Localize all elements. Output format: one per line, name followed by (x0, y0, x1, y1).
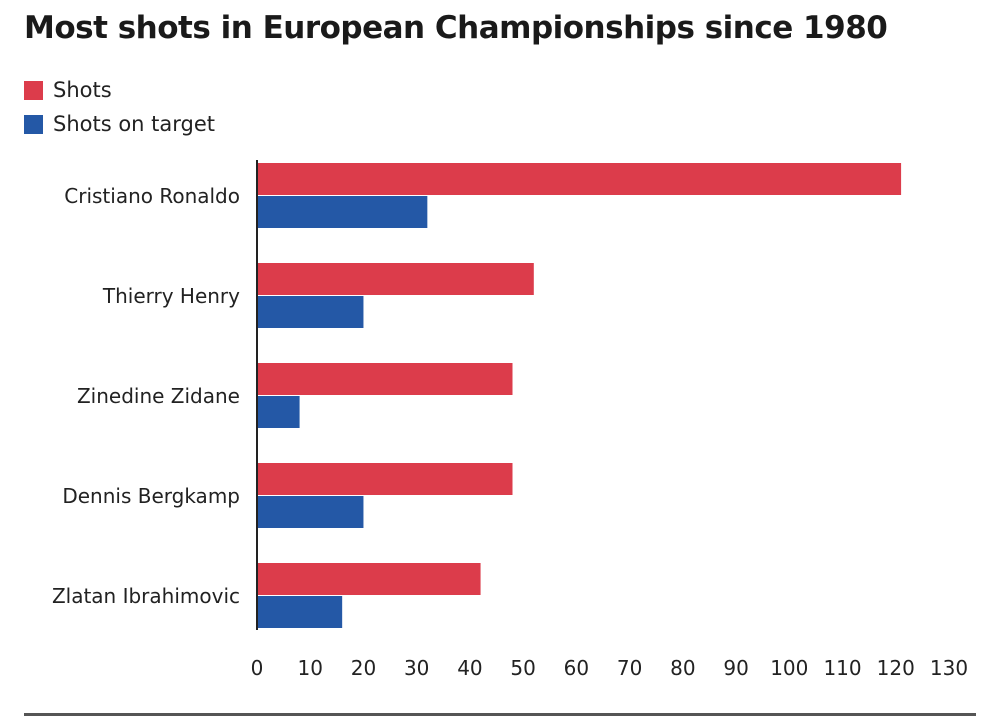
category-label: Thierry Henry (102, 284, 240, 308)
x-tick-label: 0 (251, 656, 264, 680)
bar-shots (257, 363, 513, 395)
bar-shots-on-target (257, 496, 364, 528)
x-tick-label: 90 (723, 656, 748, 680)
x-tick-label: 30 (404, 656, 429, 680)
bar-shots (257, 463, 513, 495)
x-tick-label: 60 (564, 656, 589, 680)
x-tick-label: 100 (770, 656, 808, 680)
legend-label: Shots (53, 78, 112, 102)
x-tick-label: 80 (670, 656, 695, 680)
legend-item-shots: Shots (24, 78, 112, 102)
category-label: Zinedine Zidane (77, 384, 240, 408)
bar-shots-on-target (257, 296, 364, 328)
bar-shots (257, 263, 534, 295)
bar-shots-on-target (257, 196, 428, 228)
x-tick-label: 10 (298, 656, 323, 680)
category-label: Dennis Bergkamp (62, 484, 240, 508)
legend-swatch-shots (24, 80, 43, 100)
category-label: Cristiano Ronaldo (64, 184, 240, 208)
bar-shots-on-target (257, 596, 343, 628)
legend-swatch-shots-on-target (24, 114, 43, 134)
x-tick-label: 70 (617, 656, 642, 680)
legend-item-shots-on-target: Shots on target (24, 112, 215, 136)
x-tick-label: 120 (877, 656, 915, 680)
x-tick-label: 50 (510, 656, 535, 680)
bar-shots-on-target (257, 396, 300, 428)
chart-title: Most shots in European Championships sin… (24, 10, 888, 46)
legend-label: Shots on target (53, 112, 216, 136)
bottom-rule (24, 713, 976, 716)
category-label: Zlatan Ibrahimovic (52, 584, 240, 608)
bar-shots (257, 563, 481, 595)
x-tick-label: 40 (457, 656, 482, 680)
x-tick-label: 110 (823, 656, 861, 680)
x-tick-label: 130 (930, 656, 968, 680)
x-tick-label: 20 (351, 656, 376, 680)
bar-shots (257, 163, 902, 195)
